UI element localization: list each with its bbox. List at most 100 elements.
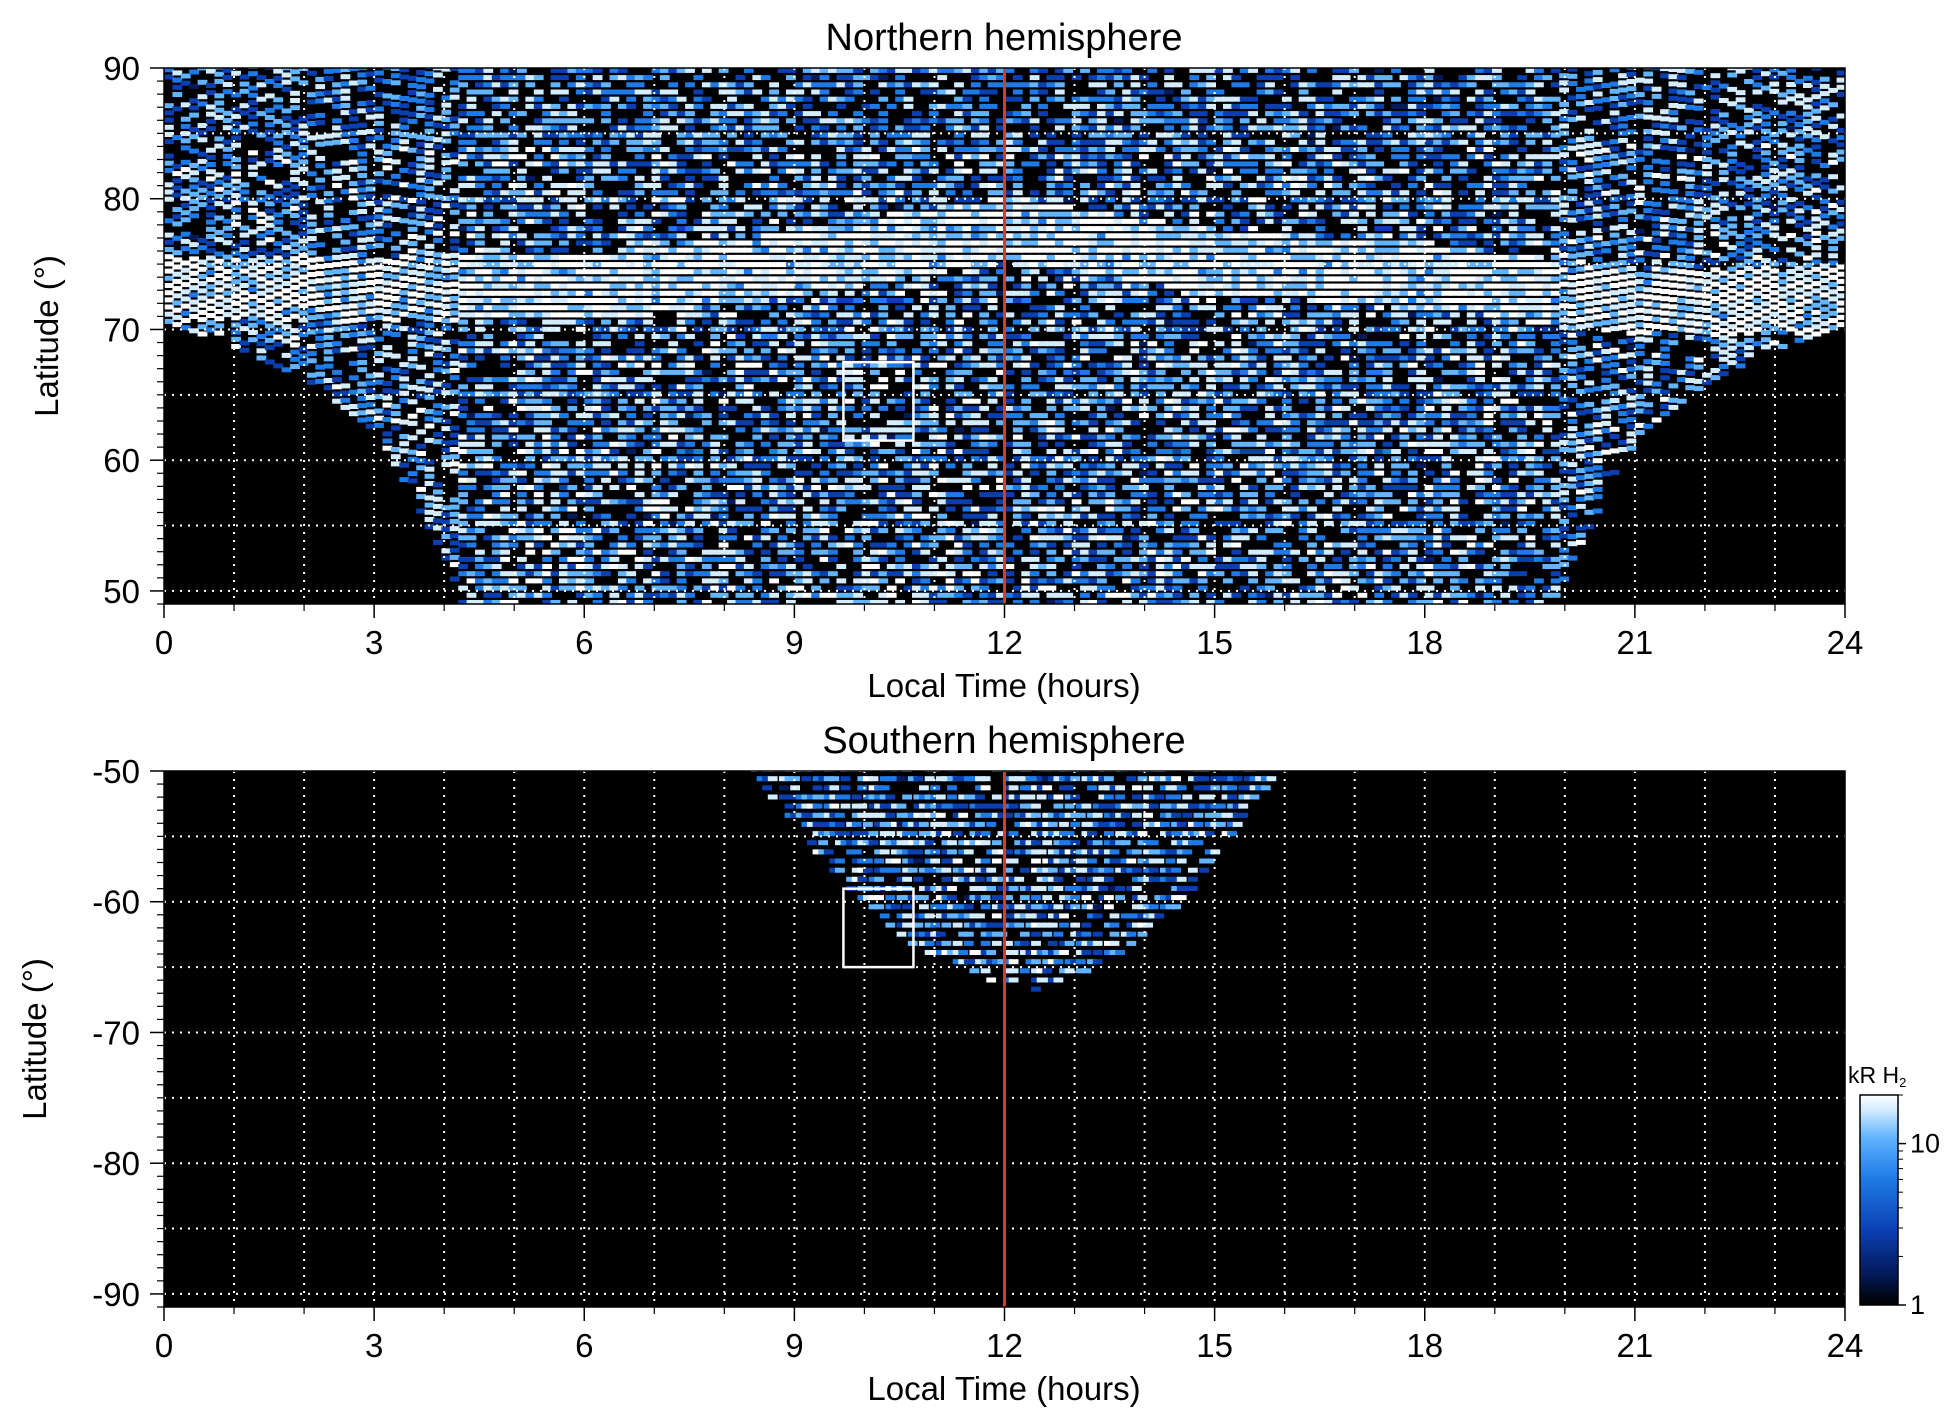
northern-heatmap-cell <box>567 276 578 282</box>
northern-heatmap-cell <box>710 262 721 268</box>
northern-heatmap-cell <box>290 364 300 369</box>
northern-heatmap-cell <box>348 289 359 294</box>
northern-heatmap-cell <box>718 556 729 562</box>
northern-heatmap-cell <box>567 535 578 541</box>
northern-heatmap-cell <box>886 175 897 181</box>
northern-heatmap-cell <box>962 269 973 275</box>
northern-heatmap-cell <box>870 571 880 577</box>
northern-heatmap-cell <box>214 71 225 77</box>
northern-heatmap-cell <box>180 231 191 237</box>
northern-heatmap-cell <box>222 153 233 159</box>
northern-heatmap-cell <box>668 391 679 397</box>
northern-heatmap-cell <box>769 161 779 167</box>
northern-heatmap-cell <box>743 211 754 217</box>
northern-heatmap-cell <box>802 592 813 598</box>
northern-heatmap-cell <box>525 391 536 397</box>
northern-heatmap-cell <box>332 269 342 275</box>
northern-heatmap-cell <box>508 305 519 311</box>
northern-heatmap-cell <box>584 398 595 404</box>
northern-heatmap-cell <box>794 262 805 268</box>
northern-heatmap-cell <box>954 161 964 167</box>
northern-heatmap-cell <box>903 139 914 145</box>
northern-heatmap-cell <box>659 125 670 131</box>
northern-heatmap-cell <box>601 528 611 534</box>
northern-heatmap-cell <box>206 90 216 96</box>
northern-heatmap-cell <box>786 542 796 548</box>
northern-heatmap-cell <box>752 355 763 361</box>
northern-heatmap-cell <box>987 254 998 260</box>
northern-heatmap-cell <box>559 528 569 534</box>
northern-heatmap-cell <box>441 555 452 561</box>
northern-heatmap-cell <box>525 262 536 268</box>
northern-heatmap-cell <box>735 305 746 311</box>
northern-heatmap-cell <box>970 506 981 512</box>
northern-heatmap-cell <box>828 168 838 174</box>
northern-heatmap-cell <box>601 319 611 325</box>
northern-heatmap-cell <box>861 168 872 174</box>
northern-heatmap-cell <box>1021 520 1032 526</box>
northern-heatmap-cell <box>912 305 922 311</box>
northern-heatmap-cell <box>1004 218 1015 224</box>
northern-heatmap-cell <box>357 237 368 243</box>
northern-heatmap-cell <box>617 377 628 383</box>
northern-heatmap-cell <box>659 190 670 196</box>
northern-heatmap-cell <box>878 262 889 268</box>
northern-heatmap-cell <box>281 309 292 315</box>
northern-heatmap-cell <box>920 139 931 145</box>
northern-heatmap-cell <box>542 175 552 181</box>
northern-heatmap-cell <box>575 154 586 160</box>
northern-heatmap-cell <box>693 405 704 411</box>
northern-heatmap-cell <box>786 139 796 145</box>
northern-heatmap-cell <box>382 100 393 106</box>
northern-heatmap-cell <box>659 290 670 296</box>
northern-heatmap-cell <box>332 305 342 311</box>
northern-heatmap-cell <box>164 297 174 303</box>
northern-heatmap-cell <box>752 600 763 604</box>
northern-heatmap-cell <box>928 312 939 318</box>
northern-heatmap-cell <box>651 463 662 469</box>
northern-heatmap-cell <box>802 269 813 275</box>
northern-heatmap-cell <box>659 96 670 102</box>
northern-heatmap-cell <box>693 506 704 512</box>
northern-heatmap-cell <box>180 282 191 288</box>
northern-heatmap-cell <box>315 328 326 334</box>
northern-heatmap-cell <box>853 82 863 88</box>
northern-heatmap-cell <box>895 175 905 181</box>
northern-heatmap-cell <box>777 405 788 411</box>
northern-heatmap-cell <box>962 226 973 232</box>
northern-heatmap-cell <box>920 427 931 433</box>
northern-heatmap-cell <box>575 233 586 239</box>
northern-heatmap-cell <box>407 90 418 96</box>
northern-heatmap-cell <box>987 592 998 598</box>
northern-heatmap-cell <box>743 305 754 311</box>
northern-heatmap-cell <box>525 103 536 109</box>
northern-heatmap-cell <box>390 425 401 431</box>
northern-heatmap-cell <box>533 542 544 548</box>
northern-heatmap-cell <box>592 290 603 296</box>
northern-heatmap-cell <box>1029 125 1040 131</box>
northern-heatmap-cell <box>987 326 998 332</box>
northern-heatmap-cell <box>264 273 275 279</box>
northern-heatmap-cell <box>357 129 368 135</box>
northern-heatmap-cell <box>853 499 863 505</box>
northern-heatmap-cell <box>340 218 351 223</box>
northern-heatmap-cell <box>626 233 637 239</box>
northern-heatmap-cell <box>1012 218 1023 224</box>
northern-heatmap-cell <box>348 274 359 280</box>
northern-heatmap-cell <box>533 283 544 289</box>
northern-heatmap-cell <box>365 229 376 235</box>
northern-heatmap-cell <box>458 262 468 268</box>
northern-heatmap-cell <box>273 327 284 333</box>
northern-heatmap-cell <box>769 183 779 188</box>
northern-heatmap-cell <box>424 423 435 429</box>
northern-heatmap-cell <box>550 549 561 555</box>
northern-heatmap-cell <box>954 96 964 102</box>
northern-heatmap-cell <box>491 535 502 541</box>
northern-heatmap-cell <box>659 571 670 577</box>
northern-heatmap-cell <box>567 197 578 203</box>
northern-heatmap-cell <box>525 348 536 354</box>
northern-heatmap-cell <box>466 175 477 181</box>
northern-heatmap-cell <box>626 578 637 584</box>
northern-heatmap-cell <box>945 499 956 505</box>
northern-heatmap-cell <box>441 296 452 302</box>
